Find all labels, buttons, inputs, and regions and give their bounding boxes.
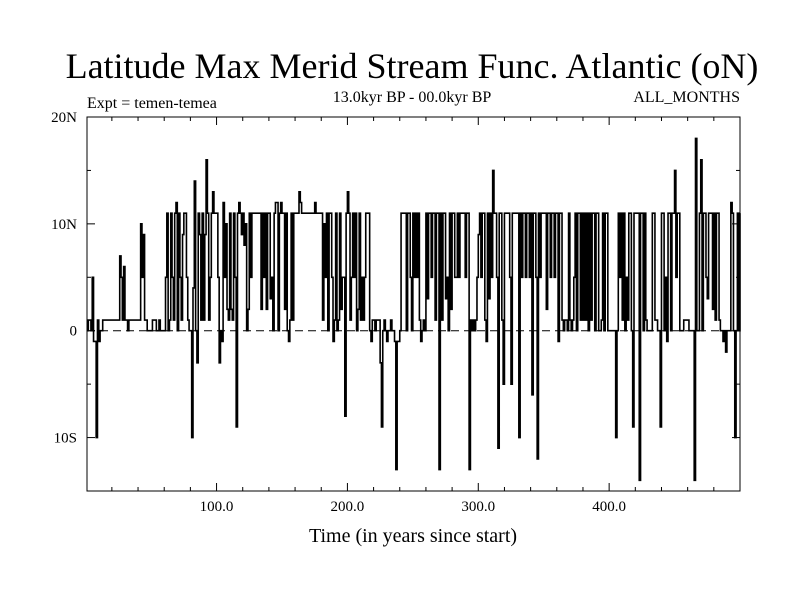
y-tick-label-2: 10N: [51, 217, 77, 233]
y-tick-label-3: 20N: [51, 110, 77, 126]
x-tick-label-2: 300.0: [461, 499, 495, 515]
x-tick-label-0: 100.0: [200, 499, 234, 515]
x-axis-label: Time (in years since start): [309, 525, 517, 547]
y-tick-label-0: 10S: [54, 431, 77, 447]
chart-title: Latitude Max Merid Stream Func. Atlantic…: [66, 46, 759, 86]
plot-frame: [86, 116, 741, 492]
experiment-label: Expt = temen-temea: [87, 95, 217, 112]
months-label: ALL_MONTHS: [633, 89, 740, 106]
data-series-line-0: [87, 137, 741, 482]
x-tick-label-1: 200.0: [331, 499, 365, 515]
plot-layer: 100.0 200.0 300.0 400.0 10S 0 10N 20N: [51, 110, 741, 515]
x-tick-label-3: 400.0: [592, 499, 626, 515]
y-tick-label-1: 0: [70, 324, 78, 340]
time-range-label: 13.0kyr BP - 00.0kyr BP: [333, 89, 492, 106]
